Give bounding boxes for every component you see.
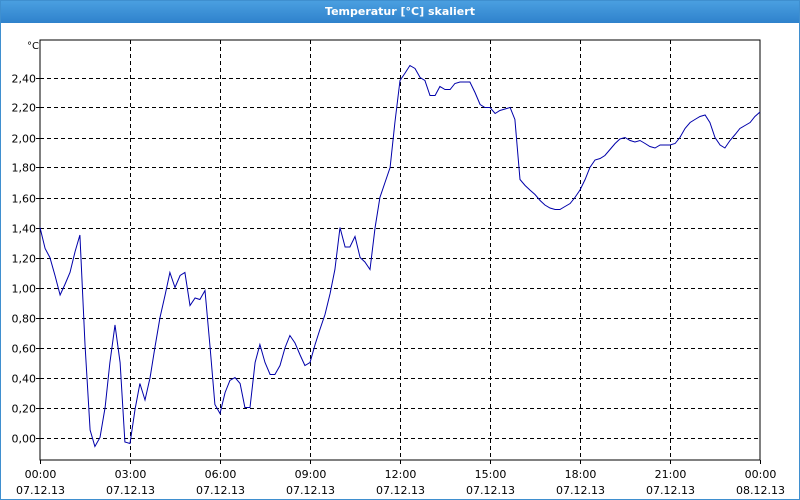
x-tick-time-label: 18:00 (565, 468, 597, 481)
y-axis-unit: °C (27, 41, 39, 52)
series-line (39, 64, 761, 448)
y-tick-label: 1,00 (12, 283, 37, 296)
y-axis-ticks: 0,00 0,20 0,40 0,60 0,80 1,00 1,20 1,40 1,60 1,80… (12, 73, 40, 446)
y-tick-label: 1,20 (12, 253, 37, 266)
y-tick-label: 2,20 (12, 102, 37, 115)
y-tick-label: 2,00 (12, 133, 37, 146)
x-tick-date-label: 07.12.13 (556, 484, 605, 497)
grid-lines (40, 40, 760, 460)
x-tick-time-label: 15:00 (475, 468, 507, 481)
window-title: Temperatur [°C] skaliert (1, 1, 799, 23)
x-tick-date-label: 07.12.13 (286, 484, 335, 497)
x-tick-time-label: 00:00 (25, 468, 57, 481)
y-tick-label: 0,80 (12, 313, 37, 326)
x-tick-time-label: 03:00 (115, 468, 147, 481)
x-tick-time-label: 00:00 (745, 468, 777, 481)
x-tick-date-label: 07.12.13 (196, 484, 245, 497)
x-tick-date-label: 07.12.13 (16, 484, 65, 497)
x-tick-time-label: 06:00 (205, 468, 237, 481)
y-tick-label: 0,00 (12, 433, 37, 446)
y-tick-label: 0,20 (12, 403, 37, 416)
x-tick-date-label: 07.12.13 (106, 484, 155, 497)
x-tick-time-label: 12:00 (385, 468, 417, 481)
x-tick-time-label: 21:00 (655, 468, 687, 481)
y-tick-label: 1,80 (12, 162, 37, 175)
y-tick-label: 1,40 (12, 223, 37, 236)
y-tick-label: 1,60 (12, 193, 37, 206)
y-tick-label: 0,60 (12, 343, 37, 356)
y-tick-label: 0,40 (12, 373, 37, 386)
x-tick-date-label: 07.12.13 (376, 484, 425, 497)
x-tick-time-label: 09:00 (295, 468, 327, 481)
y-tick-label: 2,40 (12, 73, 37, 86)
x-tick-date-label: 08.12.13 (736, 484, 785, 497)
x-axis-ticks: 00:00 07.12.13 03:00 07.12.13 06:00 07.12.13 0… (16, 460, 785, 497)
x-tick-date-label: 07.12.13 (466, 484, 515, 497)
x-tick-date-label: 07.12.13 (646, 484, 695, 497)
